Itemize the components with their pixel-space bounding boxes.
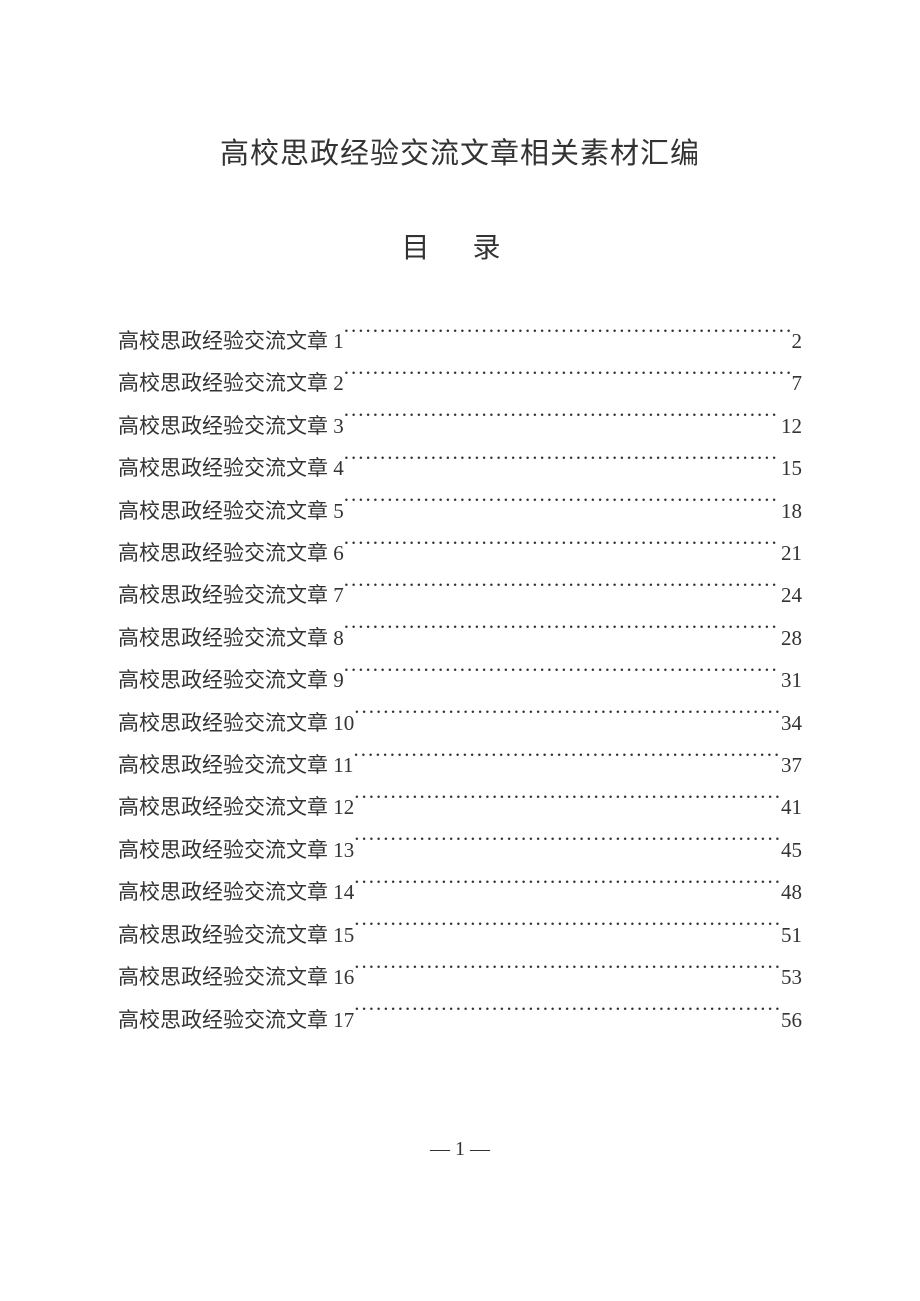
- toc-dots: [354, 836, 779, 857]
- toc-entry-page: 34: [779, 702, 802, 744]
- toc-dots: [354, 878, 779, 899]
- toc-dots: [344, 369, 790, 390]
- toc-entry-page: 21: [779, 532, 802, 574]
- toc-entry-label: 高校思政经验交流文章 14: [118, 871, 354, 913]
- toc-dots: [344, 624, 779, 645]
- toc-dots: [344, 581, 779, 602]
- toc-entry[interactable]: 高校思政经验交流文章 10 34: [118, 702, 802, 744]
- toc-dots: [344, 497, 779, 518]
- toc-dots: [353, 751, 779, 772]
- toc-dots: [354, 793, 779, 814]
- toc-entry[interactable]: 高校思政经验交流文章 6 21: [118, 532, 802, 574]
- toc-entry-page: 28: [779, 617, 802, 659]
- toc-entry[interactable]: 高校思政经验交流文章 5 18: [118, 490, 802, 532]
- toc-list: 高校思政经验交流文章 12高校思政经验交流文章 27高校思政经验交流文章 312…: [118, 320, 802, 1041]
- toc-entry-label: 高校思政经验交流文章 12: [118, 786, 354, 828]
- toc-entry-label: 高校思政经验交流文章 4: [118, 447, 344, 489]
- toc-entry-label: 高校思政经验交流文章 15: [118, 914, 354, 956]
- toc-entry-label: 高校思政经验交流文章 9: [118, 659, 344, 701]
- toc-entry-page: 41: [779, 786, 802, 828]
- toc-entry-label: 高校思政经验交流文章 10: [118, 702, 354, 744]
- toc-entry-label: 高校思政经验交流文章 5: [118, 490, 344, 532]
- toc-entry-label: 高校思政经验交流文章 6: [118, 532, 344, 574]
- toc-entry-page: 24: [779, 574, 802, 616]
- document-page: 高校思政经验交流文章相关素材汇编 目 录 高校思政经验交流文章 12高校思政经验…: [0, 0, 920, 1041]
- toc-entry[interactable]: 高校思政经验交流文章 4 15: [118, 447, 802, 489]
- toc-entry-page: 56: [779, 999, 802, 1041]
- toc-dots: [354, 709, 779, 730]
- toc-dots: [354, 963, 779, 984]
- toc-entry-label: 高校思政经验交流文章 11: [118, 744, 353, 786]
- toc-entry-page: 2: [790, 320, 803, 362]
- toc-entry[interactable]: 高校思政经验交流文章 17 56: [118, 999, 802, 1041]
- toc-dots: [344, 412, 779, 433]
- toc-dots: [354, 921, 779, 942]
- toc-dots: [344, 454, 779, 475]
- toc-entry-label: 高校思政经验交流文章 8: [118, 617, 344, 659]
- toc-entry-page: 18: [779, 490, 802, 532]
- toc-entry-page: 48: [779, 871, 802, 913]
- toc-dots: [344, 539, 779, 560]
- toc-entry[interactable]: 高校思政经验交流文章 9 31: [118, 659, 802, 701]
- toc-dots: [344, 327, 790, 348]
- toc-entry-page: 53: [779, 956, 802, 998]
- toc-entry-label: 高校思政经验交流文章 7: [118, 574, 344, 616]
- toc-entry[interactable]: 高校思政经验交流文章 12 41: [118, 786, 802, 828]
- toc-dots: [344, 666, 779, 687]
- toc-entry[interactable]: 高校思政经验交流文章 7 24: [118, 574, 802, 616]
- toc-entry-page: 45: [779, 829, 802, 871]
- toc-heading: 目 录: [118, 226, 802, 266]
- toc-entry[interactable]: 高校思政经验交流文章 13 45: [118, 829, 802, 871]
- toc-entry[interactable]: 高校思政经验交流文章 15 51: [118, 914, 802, 956]
- toc-entry-page: 7: [790, 362, 803, 404]
- toc-entry-label: 高校思政经验交流文章 2: [118, 362, 344, 404]
- toc-entry[interactable]: 高校思政经验交流文章 14 48: [118, 871, 802, 913]
- toc-entry-label: 高校思政经验交流文章 16: [118, 956, 354, 998]
- toc-entry-page: 15: [779, 447, 802, 489]
- toc-entry[interactable]: 高校思政经验交流文章 16 53: [118, 956, 802, 998]
- toc-entry[interactable]: 高校思政经验交流文章 8 28: [118, 617, 802, 659]
- toc-entry-label: 高校思政经验交流文章 3: [118, 405, 344, 447]
- toc-entry-page: 37: [779, 744, 802, 786]
- toc-entry[interactable]: 高校思政经验交流文章 3 12: [118, 405, 802, 447]
- toc-entry[interactable]: 高校思政经验交流文章 2 7: [118, 362, 802, 404]
- toc-dots: [354, 1006, 779, 1027]
- toc-entry-page: 51: [779, 914, 802, 956]
- document-title: 高校思政经验交流文章相关素材汇编: [118, 130, 802, 172]
- toc-entry-label: 高校思政经验交流文章 1: [118, 320, 344, 362]
- toc-entry-page: 12: [779, 405, 802, 447]
- toc-entry-label: 高校思政经验交流文章 13: [118, 829, 354, 871]
- toc-entry-page: 31: [779, 659, 802, 701]
- toc-entry[interactable]: 高校思政经验交流文章 11 37: [118, 744, 802, 786]
- toc-entry-label: 高校思政经验交流文章 17: [118, 999, 354, 1041]
- toc-entry[interactable]: 高校思政经验交流文章 1 2: [118, 320, 802, 362]
- page-number: — 1 —: [0, 1138, 920, 1161]
